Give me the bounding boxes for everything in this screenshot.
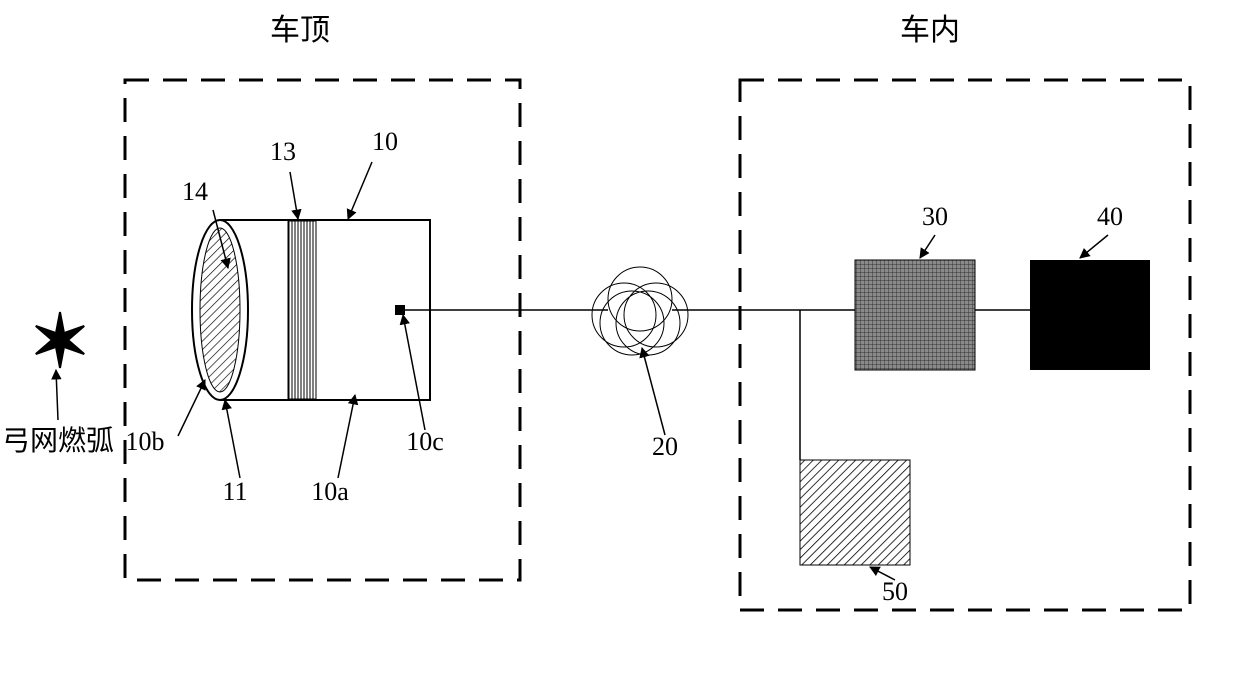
label-arc: 弓网燃弧 (2, 425, 114, 457)
label-inside: 车内 (900, 14, 960, 47)
lens-element-11 (200, 228, 240, 392)
label-roof: 车顶 (270, 14, 330, 47)
label-l20: 20 (652, 432, 678, 461)
fiber-port-icon (395, 305, 405, 315)
label-l10: 10 (372, 127, 398, 156)
optical-filter-13 (288, 221, 316, 399)
module-40 (1030, 260, 1150, 370)
label-l10b: 10b (126, 427, 165, 456)
label-l13: 13 (270, 137, 296, 166)
label-l10c: 10c (406, 427, 444, 456)
label-l30: 30 (922, 202, 948, 231)
module-30 (855, 260, 975, 370)
label-l14: 14 (182, 177, 208, 206)
label-l50: 50 (882, 577, 908, 606)
label-l11: 11 (222, 477, 247, 506)
label-l10a: 10a (311, 477, 349, 506)
label-l40: 40 (1097, 202, 1123, 231)
module-50 (800, 460, 910, 565)
